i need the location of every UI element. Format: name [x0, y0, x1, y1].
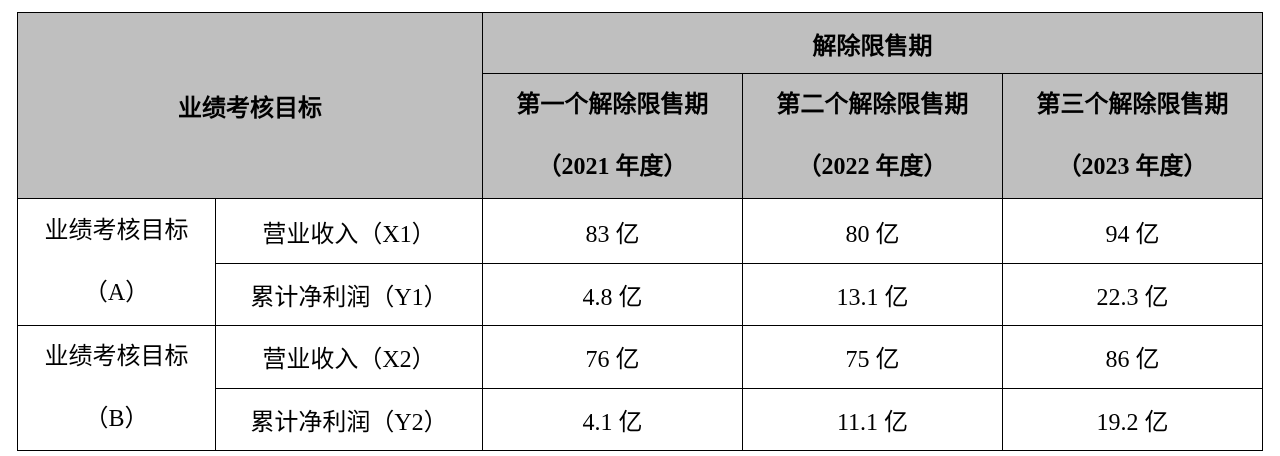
- group-label: 业绩考核目标: [44, 218, 189, 244]
- metric-cell: 营业收入（X2）: [215, 325, 483, 389]
- period-year: （2023 年度）: [1057, 154, 1208, 180]
- row: 业绩考核目标 （B） 营业收入（X2） 76 亿 75 亿 86 亿: [17, 325, 1263, 451]
- value-cell: 94 亿: [1002, 198, 1263, 264]
- header-row: 第一个解除限售期 （2021 年度） 第二个解除限售期 （2022 年度） 第三个解…: [18, 73, 1263, 199]
- metric-cell: 累计净利润（Y1）: [215, 263, 483, 326]
- group-cell: 业绩考核目标 （A）: [17, 198, 216, 326]
- group-label: （B）: [84, 406, 149, 432]
- period-year: （2021 年度）: [537, 154, 688, 180]
- performance-table: 业绩考核目标 解除限售期 第一个解除限售期 （2021 年度） 第二个解除限售期 （…: [17, 12, 1263, 451]
- value-cell: 83 亿: [482, 198, 743, 264]
- header-cell: 第三个解除限售期 （2023 年度）: [1002, 73, 1263, 199]
- metric-cell: 累计净利润（Y2）: [215, 387, 483, 451]
- group-cell: 业绩考核目标 （B）: [17, 325, 216, 451]
- period-year: （2022 年度）: [797, 154, 948, 180]
- header-cell: 第一个解除限售期 （2021 年度）: [482, 73, 743, 199]
- value-cell: 4.8 亿: [482, 263, 743, 326]
- period-name: 第三个解除限售期: [1036, 92, 1229, 118]
- value-cell: 11.1 亿: [742, 387, 1003, 451]
- row: 业绩考核目标 （A） 营业收入（X1） 83 亿 80 亿 94 亿: [17, 198, 1263, 326]
- value-cell: 80 亿: [742, 198, 1003, 264]
- value-cell: 75 亿: [742, 325, 1003, 389]
- group-label: （A）: [83, 280, 150, 306]
- value-cell: 13.1 亿: [742, 263, 1003, 326]
- value-cell: 22.3 亿: [1002, 263, 1263, 326]
- value-cell: 4.1 亿: [482, 387, 743, 451]
- metric-cell: 营业收入（X1）: [215, 198, 483, 264]
- value-cell: 86 亿: [1002, 325, 1263, 389]
- header-cell: 解除限售期: [482, 12, 1263, 74]
- value-cell: 76 亿: [482, 325, 743, 389]
- header-row: 业绩考核目标 解除限售期: [17, 12, 1263, 199]
- value-cell: 19.2 亿: [1002, 387, 1263, 451]
- header-cell: 第二个解除限售期 （2022 年度）: [742, 73, 1003, 199]
- row: 累计净利润（Y1） 4.8 亿 13.1 亿 22.3 亿: [18, 263, 1263, 326]
- period-name: 第二个解除限售期: [776, 92, 969, 118]
- period-name: 第一个解除限售期: [516, 92, 709, 118]
- header-cell: 业绩考核目标: [17, 12, 483, 199]
- row: 累计净利润（Y2） 4.1 亿 11.1 亿 19.2 亿: [18, 387, 1263, 451]
- group-label: 业绩考核目标: [44, 344, 189, 370]
